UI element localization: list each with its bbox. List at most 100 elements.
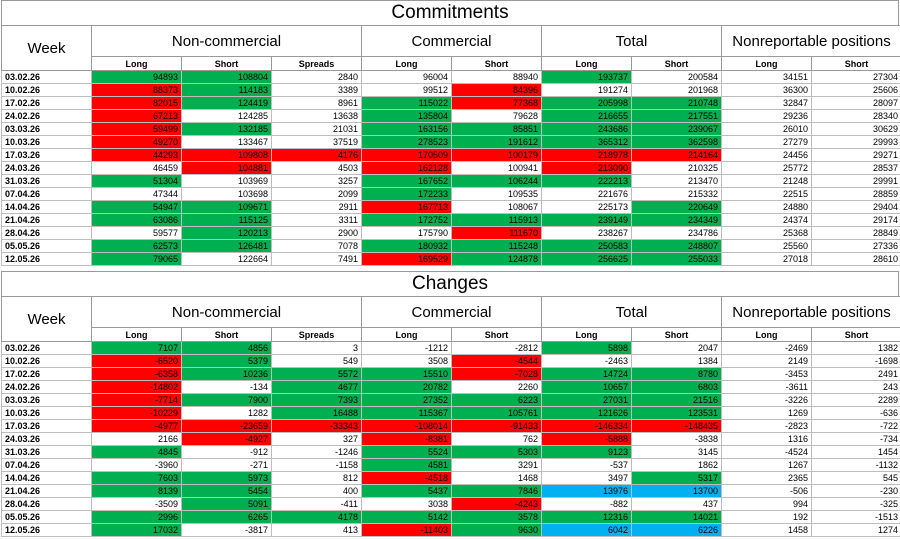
- table-row: 17.03.26 44293 109808 4176 170509 100179 21897…: [1, 148, 900, 162]
- value-cell: 205998: [541, 96, 633, 110]
- table-row: 28.04.26 -3509 5091 -411 3038 -4243 -882 437 994…: [1, 497, 900, 511]
- week-cell: 21.04.26: [1, 213, 92, 227]
- value-cell: 63086: [91, 213, 182, 227]
- week-cell: 10.03.26: [1, 406, 92, 420]
- value-cell: -734: [811, 432, 900, 446]
- value-cell: 3257: [271, 174, 362, 188]
- table-row: 24.02.26 67213 124285 13638 135804 79628 21665…: [1, 109, 900, 123]
- value-cell: 21516: [631, 393, 723, 407]
- value-cell: 115367: [361, 406, 452, 420]
- week-cell: 10.02.26: [1, 354, 92, 368]
- value-cell: 201968: [631, 83, 723, 97]
- group-header: Non-commercial: [91, 296, 362, 328]
- value-cell: -146334: [541, 419, 633, 433]
- value-cell: -4927: [181, 432, 272, 446]
- value-cell: 3145: [631, 445, 723, 459]
- value-cell: 109671: [181, 200, 272, 214]
- subheader: Long: [91, 56, 182, 71]
- value-cell: 163156: [361, 122, 452, 136]
- value-cell: -325: [811, 497, 900, 511]
- value-cell: 545: [811, 471, 900, 485]
- week-cell: 24.02.26: [1, 380, 92, 394]
- subheader: Spreads: [271, 56, 362, 71]
- value-cell: 120213: [181, 226, 272, 240]
- value-cell: 99512: [361, 83, 452, 97]
- value-cell: -33343: [271, 419, 362, 433]
- value-cell: 103969: [181, 174, 272, 188]
- value-cell: 180932: [361, 239, 452, 253]
- value-cell: 2289: [811, 393, 900, 407]
- week-cell: 17.02.26: [1, 367, 92, 381]
- value-cell: 13638: [271, 109, 362, 123]
- week-cell: 05.05.26: [1, 239, 92, 253]
- group-header: Commercial: [360, 25, 543, 57]
- changes-body: 03.02.26 7107 4856 3 -1212 -2812 5898 2047 -2469…: [1, 341, 900, 537]
- week-cell: 05.05.26: [1, 510, 92, 524]
- group-header: Nonreportable positions: [721, 296, 900, 328]
- value-cell: 218978: [541, 148, 633, 162]
- value-cell: 1282: [181, 406, 272, 420]
- subheader: Long: [541, 56, 633, 71]
- table-row: 24.02.26 -14802 -134 4677 20782 2260 10657 6803…: [1, 380, 900, 394]
- value-cell: 225173: [541, 200, 633, 214]
- table-row: 03.03.26 -7714 7900 7393 27352 6223 27031 21516…: [1, 393, 900, 407]
- value-cell: -4544: [450, 354, 543, 368]
- week-cell: 24.03.26: [1, 432, 92, 446]
- value-cell: 221676: [541, 187, 633, 201]
- value-cell: 14724: [541, 367, 633, 381]
- value-cell: 214164: [631, 148, 723, 162]
- value-cell: -1698: [811, 354, 900, 368]
- value-cell: -411: [271, 497, 362, 511]
- table-row: 17.02.26 82015 124419 8961 115022 77368 205998…: [1, 96, 900, 110]
- table-row: 12.05.26 17032 -3817 413 -11403 9630 6042 6226 1…: [1, 523, 900, 537]
- value-cell: -4524: [721, 445, 813, 459]
- value-cell: 1458: [721, 523, 813, 537]
- value-cell: 29991: [811, 174, 900, 188]
- value-cell: 239067: [631, 122, 723, 136]
- subheader: Long: [721, 56, 813, 71]
- value-cell: 5379: [181, 354, 272, 368]
- week-cell: 14.04.26: [1, 471, 92, 485]
- value-cell: 135804: [361, 109, 452, 123]
- week-cell: 28.04.26: [1, 497, 92, 511]
- value-cell: 222213: [541, 174, 633, 188]
- value-cell: 29236: [721, 109, 813, 123]
- value-cell: 167652: [361, 174, 452, 188]
- table-row: 31.03.26 51304 103969 3257 167652 106244 22221…: [1, 174, 900, 188]
- value-cell: 21248: [721, 174, 813, 188]
- value-cell: 105761: [450, 406, 543, 420]
- value-cell: 27304: [811, 70, 900, 84]
- value-cell: 1468: [450, 471, 543, 485]
- value-cell: 6265: [181, 510, 272, 524]
- value-cell: 7107: [91, 341, 182, 355]
- subheader: Short: [450, 327, 543, 342]
- value-cell: 21031: [271, 122, 362, 136]
- value-cell: 162128: [361, 161, 452, 175]
- week-cell: 03.02.26: [1, 70, 92, 84]
- table-row: 10.02.26 -6520 5379 549 3508 -4544 -2463 1384 21…: [1, 354, 900, 368]
- value-cell: 7900: [181, 393, 272, 407]
- value-cell: 67213: [91, 109, 182, 123]
- value-cell: 106244: [450, 174, 543, 188]
- value-cell: 4581: [361, 458, 452, 472]
- value-cell: 327: [271, 432, 362, 446]
- value-cell: 3291: [450, 458, 543, 472]
- value-cell: 365312: [541, 135, 633, 149]
- value-cell: 2099: [271, 187, 362, 201]
- value-cell: -2469: [721, 341, 813, 355]
- table-row: 24.03.26 2166 -4927 327 -8381 762 -5888 -3838 13…: [1, 432, 900, 446]
- value-cell: 1267: [721, 458, 813, 472]
- value-cell: 213470: [631, 174, 723, 188]
- value-cell: -722: [811, 419, 900, 433]
- value-cell: 27352: [361, 393, 452, 407]
- value-cell: 25772: [721, 161, 813, 175]
- value-cell: 2260: [450, 380, 543, 394]
- week-header: Week: [1, 25, 92, 71]
- subheader: Short: [181, 327, 272, 342]
- value-cell: 2166: [91, 432, 182, 446]
- value-cell: 239149: [541, 213, 633, 227]
- week-cell: 31.03.26: [1, 445, 92, 459]
- subheader: Long: [361, 327, 452, 342]
- value-cell: 46459: [91, 161, 182, 175]
